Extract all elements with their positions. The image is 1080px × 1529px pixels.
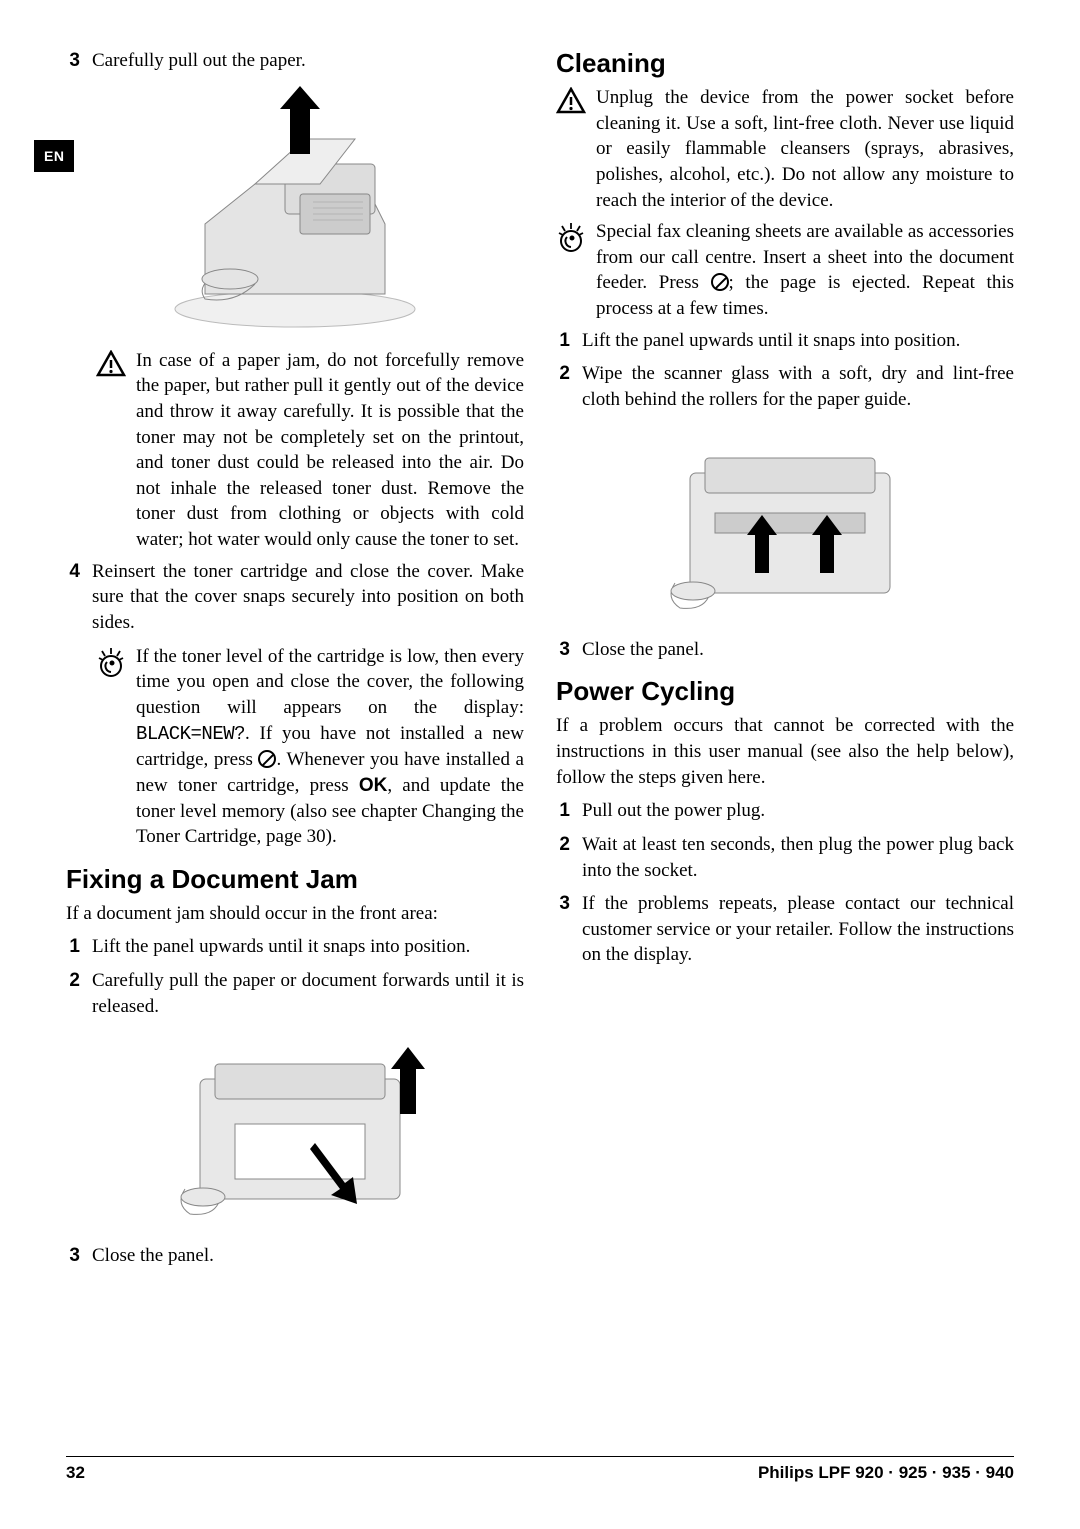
- page-number: 32: [66, 1463, 85, 1483]
- language-tab: EN: [34, 140, 74, 172]
- page-footer: 32 Philips LPF 920 · 925 · 935 · 940: [66, 1456, 1014, 1483]
- stop-icon: [258, 750, 276, 768]
- tip-callout: Special fax cleaning sheets are availabl…: [556, 219, 1014, 322]
- fix-intro: If a document jam should occur in the fr…: [66, 901, 524, 927]
- step-item: 2 Carefully pull the paper or document f…: [66, 968, 524, 1019]
- step-number: 4: [66, 559, 80, 636]
- step-item: 2 Wait at least ten seconds, then plug t…: [556, 832, 1014, 883]
- step-item: 1 Lift the panel upwards until it snaps …: [66, 934, 524, 960]
- tip-icon: [96, 644, 126, 850]
- scanner-illustration: [635, 423, 935, 623]
- warning-text: In case of a paper jam, do not forcefull…: [136, 348, 524, 553]
- tip-text: Special fax cleaning sheets are availabl…: [596, 219, 1014, 322]
- step-item: 4 Reinsert the toner cartridge and close…: [66, 559, 524, 636]
- step-item: 1 Pull out the power plug.: [556, 798, 1014, 824]
- step-text: Reinsert the toner cartridge and close t…: [92, 559, 524, 636]
- step-number: 3: [66, 1243, 80, 1269]
- figure-panel-open: [66, 1029, 524, 1229]
- step-text: Pull out the power plug.: [582, 798, 1014, 824]
- step-text: Carefully pull out the paper.: [92, 48, 524, 74]
- step-text: Wipe the scanner glass with a soft, dry …: [582, 361, 1014, 412]
- step-number: 3: [556, 891, 570, 968]
- step-number: 1: [556, 798, 570, 824]
- step-text: Close the panel.: [582, 637, 1014, 663]
- step-item: 3 Close the panel.: [66, 1243, 524, 1269]
- step-text: Carefully pull the paper or document for…: [92, 968, 524, 1019]
- heading-cleaning: Cleaning: [556, 48, 1014, 79]
- heading-power-cycling: Power Cycling: [556, 676, 1014, 707]
- left-column: 3 Carefully pull out the paper.: [66, 48, 524, 1408]
- model-label: Philips LPF 920 · 925 · 935 · 940: [758, 1463, 1014, 1483]
- ok-label: OK: [359, 775, 388, 796]
- tip-icon: [556, 219, 586, 322]
- power-intro: If a problem occurs that cannot be corre…: [556, 713, 1014, 790]
- step-number: 2: [66, 968, 80, 1019]
- step-text: Wait at least ten seconds, then plug the…: [582, 832, 1014, 883]
- tip-text: If the toner level of the cartridge is l…: [136, 644, 524, 850]
- step-item: 3 If the problems repeats, please contac…: [556, 891, 1014, 968]
- step-text: Lift the panel upwards until it snaps in…: [582, 328, 1014, 354]
- step-item: 3 Close the panel.: [556, 637, 1014, 663]
- tip-prefix: If the toner level of the cartridge is l…: [136, 646, 524, 718]
- right-column: Cleaning Unplug the device from the powe…: [556, 48, 1014, 1408]
- warning-text: Unplug the device from the power socket …: [596, 85, 1014, 213]
- step-item: 1 Lift the panel upwards until it snaps …: [556, 328, 1014, 354]
- step-number: 3: [556, 637, 570, 663]
- warning-icon: [556, 85, 586, 213]
- step-number: 1: [66, 934, 80, 960]
- step-text: If the problems repeats, please contact …: [582, 891, 1014, 968]
- panel-illustration: [145, 1029, 445, 1229]
- step-item: 2 Wipe the scanner glass with a soft, dr…: [556, 361, 1014, 412]
- stop-icon: [711, 273, 729, 291]
- tip-callout: If the toner level of the cartridge is l…: [96, 644, 524, 850]
- step-number: 2: [556, 832, 570, 883]
- warning-callout: Unplug the device from the power socket …: [556, 85, 1014, 213]
- tip-mono: BLACK=NEW?: [136, 723, 245, 745]
- warning-icon: [96, 348, 126, 553]
- two-column-layout: 3 Carefully pull out the paper.: [66, 48, 1014, 1408]
- step-text: Close the panel.: [92, 1243, 524, 1269]
- figure-scanner-glass: [556, 423, 1014, 623]
- step-text: Lift the panel upwards until it snaps in…: [92, 934, 524, 960]
- step-number: 2: [556, 361, 570, 412]
- step-number: 1: [556, 328, 570, 354]
- step-number: 3: [66, 48, 80, 74]
- page: EN 3 Carefully pull out the paper.: [0, 0, 1080, 1529]
- heading-fixing-jam: Fixing a Document Jam: [66, 864, 524, 895]
- figure-fax-open: [66, 84, 524, 334]
- warning-callout: In case of a paper jam, do not forcefull…: [96, 348, 524, 553]
- fax-illustration: [145, 84, 445, 334]
- step-item: 3 Carefully pull out the paper.: [66, 48, 524, 74]
